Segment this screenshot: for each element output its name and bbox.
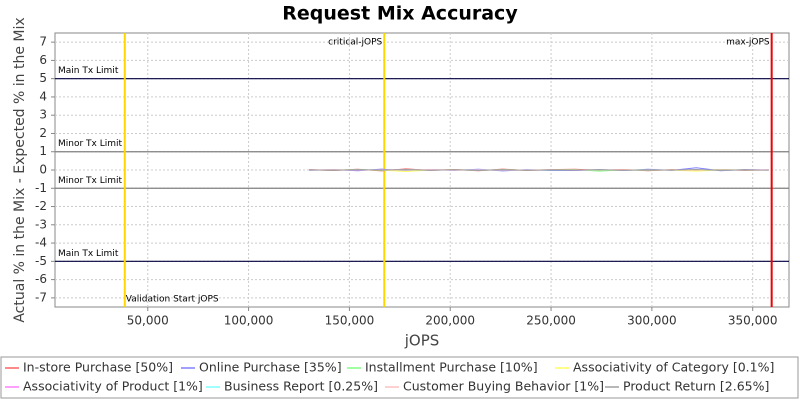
- limit-label: Main Tx Limit: [58, 66, 119, 76]
- x-tick-label: 200,000: [425, 314, 475, 328]
- y-tick-label: -5: [35, 254, 47, 268]
- y-tick-label: 2: [39, 126, 47, 140]
- y-tick-label: 6: [39, 53, 47, 67]
- chart-title: Request Mix Accuracy: [282, 3, 518, 25]
- y-axis-label: Actual % in the Mix - Expected % in the …: [12, 17, 28, 322]
- legend-label: Installment Purchase [10%]: [365, 360, 538, 375]
- y-tick-label: -1: [35, 181, 47, 195]
- legend: [0, 356, 799, 399]
- limit-label: Minor Tx Limit: [58, 139, 123, 149]
- y-tick-label: -4: [35, 236, 47, 250]
- y-tick-label: 7: [39, 35, 47, 49]
- x-tick-label: 300,000: [627, 314, 677, 328]
- x-tick-label: 150,000: [325, 314, 375, 328]
- x-axis-label: jOPS: [404, 332, 440, 350]
- legend-label: Business Report [0.25%]: [224, 379, 378, 394]
- legend-label: Customer Buying Behavior [1%]: [403, 379, 604, 394]
- marker-label: Validation Start jOPS: [126, 295, 219, 305]
- legend-label: Online Purchase [35%]: [199, 360, 342, 375]
- series-line: [309, 168, 769, 172]
- y-tick-label: 1: [39, 144, 47, 158]
- marker-label: max-jOPS: [726, 38, 770, 48]
- x-tick-label: 100,000: [224, 314, 274, 328]
- limit-label: Minor Tx Limit: [58, 176, 123, 186]
- legend-label: Product Return [2.65%]: [623, 379, 769, 394]
- legend-label: Associativity of Product [1%]: [23, 379, 203, 394]
- x-tick-label: 250,000: [526, 314, 576, 328]
- legend-label: Associativity of Category [0.1%]: [573, 360, 774, 375]
- y-tick-label: -7: [35, 290, 47, 304]
- y-tick-label: 3: [39, 108, 47, 122]
- y-tick-label: 5: [39, 71, 47, 85]
- y-tick-label: 4: [39, 89, 47, 103]
- y-tick-label: -2: [35, 199, 47, 213]
- y-tick-label: -6: [35, 272, 47, 286]
- x-tick-label: 50,000: [127, 314, 169, 328]
- y-tick-label: 0: [39, 163, 47, 177]
- x-tick-label: 350,000: [728, 314, 778, 328]
- marker-label: critical-jOPS: [328, 38, 382, 48]
- legend-label: In-store Purchase [50%]: [23, 360, 173, 375]
- y-tick-label: -3: [35, 217, 47, 231]
- limit-label: Main Tx Limit: [58, 249, 119, 259]
